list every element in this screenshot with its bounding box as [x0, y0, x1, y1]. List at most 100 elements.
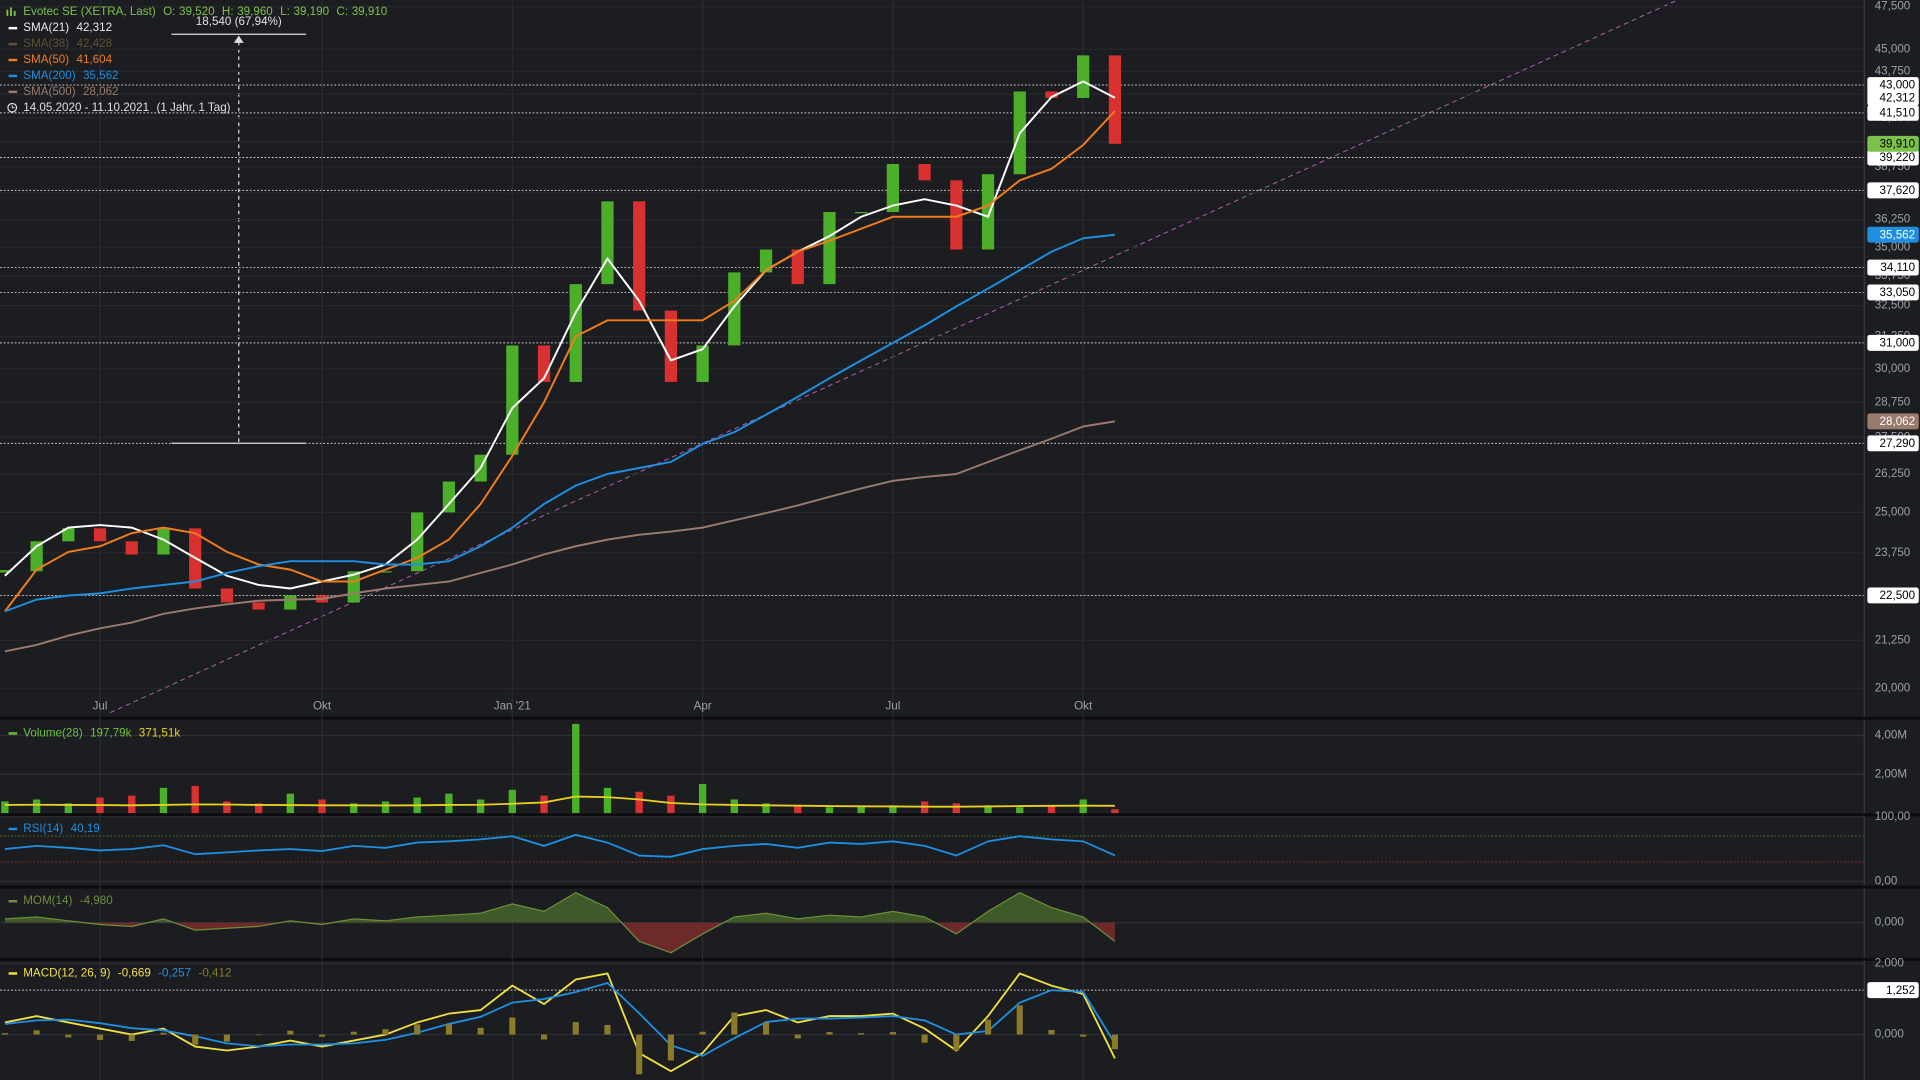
area-positive	[4, 892, 1115, 923]
sma-line	[4, 80, 1116, 590]
histogram-bar	[128, 1034, 135, 1041]
volume-bar	[1016, 807, 1024, 814]
axis-marker-label: 39,910	[1880, 137, 1916, 150]
legend-name: SMA(50)	[23, 53, 69, 66]
histogram-bar	[350, 1031, 357, 1035]
candle-body	[633, 201, 646, 311]
y-tick-label: 2,000	[1875, 957, 1905, 970]
panel-legend: MOM(14) -4,980	[23, 894, 113, 907]
axis-marker-label: 27,290	[1880, 437, 1916, 450]
quote-value: 39,960	[237, 5, 273, 18]
candle-body	[791, 249, 804, 285]
clock-icon	[7, 102, 18, 113]
histogram-bar	[1111, 1034, 1118, 1050]
legend-value: -0,257	[158, 967, 191, 980]
axis-marker-box	[1867, 982, 1919, 999]
volume-bar	[540, 795, 548, 814]
histogram-bar	[1, 1033, 8, 1035]
volume-bar	[698, 783, 707, 814]
trend-line	[110, 0, 1678, 714]
candle-body	[664, 310, 678, 382]
y-tick-label: 21,250	[1875, 634, 1911, 647]
legend-value: 42,428	[76, 37, 112, 50]
volume-bar	[445, 793, 453, 814]
y-tick-label: 4,00M	[1875, 729, 1907, 742]
legend-value: 197,79k	[90, 727, 132, 740]
histogram-bar	[382, 1029, 389, 1035]
date-range: 14.05.2020 - 11.10.2021 (1 Jahr, 1 Tag)	[23, 101, 230, 114]
volume-bar	[223, 801, 231, 814]
panel-legend: MACD(12, 26, 9) -0,669 -0,257 -0,412	[23, 967, 231, 980]
axis-marker-box	[1867, 259, 1919, 276]
candle-body	[157, 528, 170, 555]
candle-body	[220, 588, 234, 603]
header-icon	[6, 7, 16, 16]
histogram-bar	[1016, 1005, 1023, 1035]
axis-marker-label: 43,000	[1880, 79, 1916, 92]
series-line	[4, 972, 1116, 1073]
volume-bar	[889, 805, 897, 814]
candle-body	[759, 249, 773, 273]
axis-marker-label: 42,312	[1880, 91, 1916, 104]
candle-body	[886, 164, 900, 213]
axis-marker-label: 41,510	[1880, 107, 1916, 120]
candle-body	[1077, 55, 1090, 98]
volume-bar	[667, 795, 675, 814]
y-tick-label: 47,500	[1875, 0, 1911, 13]
axis-marker-box	[1867, 77, 1919, 93]
quote-value: 39,190	[294, 5, 330, 18]
date-span-text: (1 Jahr, 1 Tag)	[156, 101, 230, 114]
volume-bar	[1047, 806, 1056, 814]
legend-name: SMA(200)	[23, 69, 75, 82]
axis-marker-box	[1867, 587, 1919, 604]
legend-entry: SMA(38) 42,428	[23, 37, 112, 50]
candle-body	[506, 345, 519, 455]
histogram-bar	[953, 1034, 960, 1051]
panel-title: MOM(14)	[23, 894, 72, 907]
sma-line	[4, 110, 1116, 612]
candle-body	[442, 481, 456, 513]
legend-value: 40,19	[71, 822, 100, 835]
histogram-bar	[794, 1034, 801, 1039]
candle-body	[252, 602, 265, 610]
volume-bar	[508, 789, 516, 814]
candle-body	[125, 541, 138, 555]
histogram-bar	[477, 1027, 484, 1035]
legend-entry: SMA(21) 42,312	[23, 21, 112, 34]
axis-marker-box	[1867, 89, 1919, 106]
axis-marker-label: 1,252	[1886, 984, 1915, 997]
histogram-bar	[604, 1024, 611, 1035]
volume-bar	[825, 807, 834, 814]
legend-value: -0,669	[118, 967, 151, 980]
quote-key: C:	[336, 5, 348, 18]
sma-line	[4, 420, 1116, 653]
volume-bar	[32, 799, 41, 814]
volume-bar	[572, 723, 580, 814]
histogram-bar	[667, 1034, 674, 1061]
candle-body	[379, 571, 392, 573]
y-tick-label: 32,500	[1875, 299, 1911, 312]
candle-body	[823, 212, 836, 285]
panel-legend: RSI(14) 40,19	[23, 822, 100, 835]
candle-body	[62, 528, 75, 542]
legend-value: 42,312	[76, 21, 112, 34]
histogram-bar	[1080, 1034, 1087, 1037]
histogram-bar	[287, 1030, 294, 1035]
volume-bar	[159, 787, 168, 814]
volume-bar	[1, 801, 9, 814]
legend-name: SMA(500)	[23, 85, 75, 98]
legend-value: 28,062	[83, 85, 119, 98]
histogram-bar	[731, 1012, 738, 1035]
y-tick-label: 43,750	[1875, 64, 1911, 77]
candle-body	[950, 180, 963, 250]
quote-value: 39,520	[179, 5, 215, 18]
y-tick-label: 36,250	[1875, 213, 1911, 226]
candle-body	[981, 174, 995, 250]
axis-marker-box	[1867, 226, 1919, 243]
candle-body	[918, 164, 931, 181]
volume-bar	[762, 803, 770, 814]
y-tick-label: 26,250	[1875, 467, 1911, 480]
legend-value: 371,51k	[139, 727, 181, 740]
volume-bar	[730, 799, 738, 814]
